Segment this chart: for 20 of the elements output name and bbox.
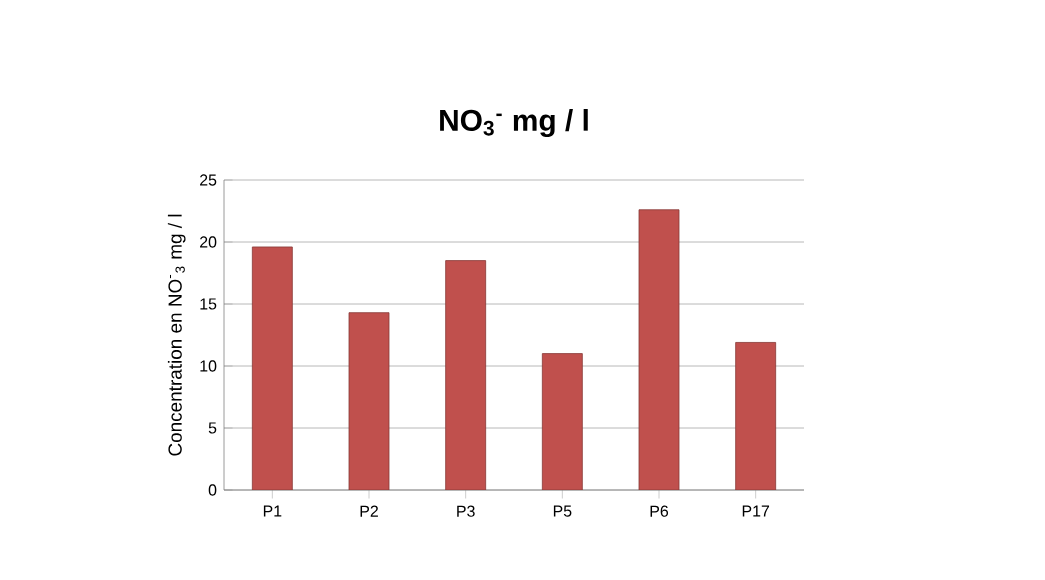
y-tick-label: 5 bbox=[208, 422, 217, 434]
x-tick-label: P2 bbox=[360, 505, 378, 517]
bar bbox=[251, 246, 293, 490]
y-tick-label: 25 bbox=[200, 174, 217, 186]
x-tick-label: P1 bbox=[263, 505, 282, 517]
y-tick-label: 10 bbox=[200, 360, 217, 372]
bar bbox=[735, 342, 777, 490]
x-tick-label: P5 bbox=[553, 505, 572, 517]
bar bbox=[541, 353, 583, 490]
x-tick-label: P17 bbox=[742, 505, 770, 517]
bar bbox=[638, 209, 680, 490]
x-tick-label: P6 bbox=[650, 505, 669, 517]
bar bbox=[445, 260, 487, 490]
y-tick-label: 0 bbox=[208, 484, 217, 496]
chart-title: NO$_{3}$$^{-}$ mg / l bbox=[440, 109, 588, 138]
y-tick-label: 15 bbox=[200, 298, 217, 310]
x-tick-label: P3 bbox=[457, 505, 475, 517]
y-axis-title: Concentration en NO$^{-}$$_{3}$ mg / l bbox=[167, 214, 186, 456]
y-tick-label: 20 bbox=[200, 236, 217, 248]
bar bbox=[348, 312, 390, 490]
